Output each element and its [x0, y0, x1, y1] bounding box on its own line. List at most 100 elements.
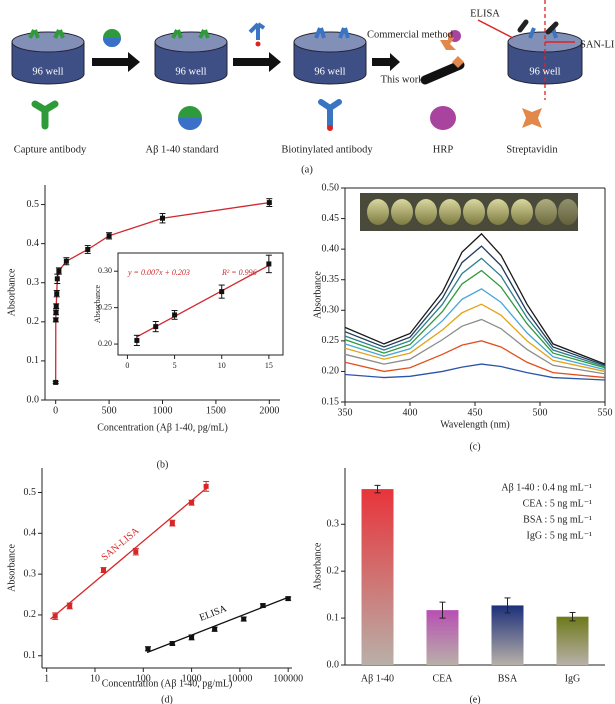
marker: [189, 634, 195, 640]
chart-panel: 0.0 0.1 0.2 0.3 0.4 0.5 0 500 1000 1500 2000 Absorb…: [6, 185, 280, 470]
marker: [53, 303, 59, 309]
x-tick-label: Aβ 1-40: [361, 673, 394, 684]
y-tick-label: 0.0: [327, 659, 340, 670]
y-tick-label: 0.15: [322, 396, 340, 407]
marker: [53, 317, 59, 323]
marker: [153, 324, 159, 330]
data-line: [344, 269, 606, 369]
marker: [266, 200, 272, 206]
well-label: 96 well: [175, 66, 206, 77]
x-tick-label: BSA: [498, 673, 518, 684]
panel-label: (e): [469, 694, 480, 704]
data-line: [344, 288, 606, 371]
marker: [67, 603, 73, 609]
bar: [361, 489, 394, 665]
y-tick-label: 0.30: [322, 305, 340, 316]
marker: [189, 500, 195, 506]
x-tick-label: 10: [218, 361, 226, 370]
x-tick-label: 1500: [206, 405, 226, 416]
schematic: 96 well 96 well 96 well 96 well Capture …: [11, 0, 615, 175]
x-axis-label: Concentration (Aβ 1-40, pg/mL): [97, 422, 228, 433]
well-label: 96 well: [314, 66, 345, 77]
panel-label: (c): [469, 441, 480, 452]
annotation: CEA : 5 ng mL⁻¹: [523, 498, 592, 509]
well-label: 96 well: [32, 66, 63, 77]
panel-label: (a): [301, 164, 313, 175]
marker: [212, 626, 218, 632]
x-tick-label: 0: [53, 405, 58, 416]
annotation: Aβ 1-40 : 0.4 ng mL⁻¹: [501, 482, 592, 493]
panel-label: (b): [157, 459, 169, 470]
marker: [285, 596, 291, 602]
annotation: BSA : 5 ng mL⁻¹: [523, 514, 592, 525]
x-tick-label: 400: [403, 407, 418, 418]
x-tick-label: 10: [90, 673, 100, 684]
series-label: SAN-LISA: [99, 525, 142, 563]
marker: [172, 312, 178, 318]
marker: [145, 646, 151, 652]
fit-line: [136, 264, 270, 338]
series-label: ELISA: [198, 603, 229, 624]
marker: [100, 567, 106, 573]
marker: [53, 379, 59, 385]
marker: [52, 613, 58, 619]
x-tick-label: 0: [125, 361, 129, 370]
arrows: [92, 52, 400, 72]
marker: [56, 268, 62, 274]
marker: [266, 261, 272, 267]
panel-label: (d): [161, 694, 173, 704]
y-tick-label: 0.3: [327, 519, 340, 530]
marker: [219, 289, 225, 295]
data-line: [344, 245, 606, 366]
item-label: HRP: [433, 144, 454, 155]
callout-label: ELISA: [470, 8, 500, 19]
x-tick-label: 350: [338, 407, 353, 418]
data-line: [344, 232, 606, 365]
method-label: This work: [381, 74, 425, 85]
x-tick-label: 100000: [273, 673, 303, 684]
chart-panel: 0.15 0.20 0.25 0.30 0.35 0.40 0.45 0.50 350 400 45…: [312, 182, 612, 452]
x-tick-label: CEA: [433, 673, 454, 684]
y-tick-label: 0.40: [322, 243, 340, 254]
marker: [241, 616, 247, 622]
y-axis-label: Absorbance: [312, 271, 323, 319]
y-axis-label: Absorbance: [6, 268, 17, 316]
y-tick-label: 0.1: [27, 355, 40, 366]
annotation: IgG : 5 ng mL⁻¹: [527, 530, 593, 541]
data-line: [344, 363, 606, 381]
y-axis-label: Absorbance: [312, 542, 323, 590]
well-label: 96 well: [529, 66, 560, 77]
marker: [133, 549, 139, 555]
y-axis-label: Absorbance: [6, 544, 17, 592]
x-tick-label: 500: [102, 405, 117, 416]
x-tick-label: 100: [136, 673, 151, 684]
data-line: [344, 257, 606, 368]
x-tick-label: 500: [533, 407, 548, 418]
y-tick-label: 0.1: [327, 612, 340, 623]
chart-panel: 0.0 0.1 0.2 0.3 Absorbance (e) Aβ 1-40 : 0.4 n…: [312, 468, 605, 704]
y-tick-label: 0.20: [322, 366, 340, 377]
bar: [556, 616, 589, 665]
marker: [203, 483, 209, 489]
wells: [11, 31, 583, 85]
vial-photo: [360, 193, 578, 231]
y-tick-label: 0.1: [24, 650, 37, 661]
y-tick-label: 0.50: [322, 182, 340, 193]
y-tick-label: 0.3: [27, 277, 40, 288]
x-tick-label: IgG: [565, 673, 581, 684]
marker: [169, 641, 175, 647]
y-tick-label: 0.2: [24, 609, 37, 620]
marker: [63, 258, 69, 264]
bar: [491, 605, 524, 665]
marker: [260, 603, 266, 609]
y-tick-label: 0.0: [27, 394, 40, 405]
y-tick-label: 0.2: [327, 565, 340, 576]
x-axis-label: Concentration (Aβ 1-40, pg/mL): [102, 678, 233, 689]
y-tick-label: 0.45: [322, 213, 340, 224]
y-tick-label: 0.5: [27, 199, 40, 210]
x-tick-label: 2000: [259, 405, 279, 416]
y-tick-label: 0.4: [27, 238, 40, 249]
y-tick-label: 0.4: [24, 528, 37, 539]
marker: [169, 520, 175, 526]
